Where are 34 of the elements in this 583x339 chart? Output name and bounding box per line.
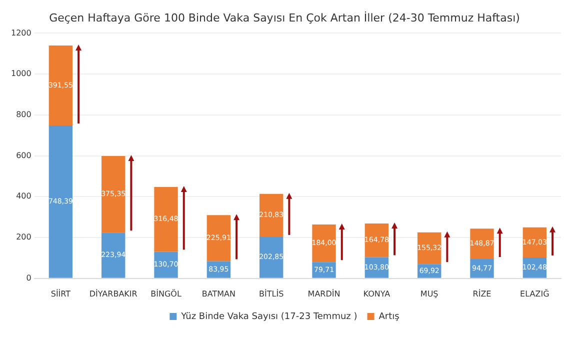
bar	[470, 228, 494, 260]
y-tick-label: 600	[16, 150, 32, 160]
y-tick-label: 1200	[11, 28, 32, 38]
bar	[48, 125, 73, 278]
bar	[364, 224, 389, 258]
bar	[102, 156, 126, 233]
y-tick-label: 800	[16, 110, 32, 120]
x-tick-label: MARDİN	[308, 288, 340, 298]
x-tick-label: SİİRT	[50, 288, 71, 298]
y-tick-label: 0	[26, 273, 32, 282]
bar	[48, 45, 73, 126]
bar	[417, 232, 442, 264]
bar	[312, 224, 336, 262]
bar	[470, 259, 494, 278]
x-tick-label: MUŞ	[420, 289, 438, 298]
legend-label: Yüz Binde Vaka Sayısı (17-23 Temmuz )	[180, 312, 358, 322]
x-tick-label: BİTLİS	[259, 288, 284, 298]
chart-title: Geçen Haftaya Göre 100 Binde Vaka Sayısı En Çok Artan İller (24-30 Temmuz Haftası)	[49, 10, 520, 24]
x-tick-label: KONYA	[363, 289, 391, 298]
bar	[154, 187, 178, 252]
y-tick-label: 400	[16, 192, 32, 201]
y-tick-label: 1000	[11, 69, 32, 78]
x-tick-label: ELAZIĞ	[520, 288, 550, 298]
x-tick-label: BATMAN	[202, 289, 236, 298]
bar	[260, 236, 284, 278]
bar	[260, 194, 284, 237]
y-tick-label: 200	[16, 232, 32, 242]
x-tick-label: RİZE	[472, 288, 492, 298]
bar	[154, 252, 178, 278]
bar	[312, 262, 336, 278]
x-tick-label: BİNGÖL	[150, 288, 182, 298]
x-tick-label: DİYARBAKIR	[89, 288, 138, 298]
legend-label: Artış	[378, 312, 400, 322]
bar	[522, 227, 547, 258]
